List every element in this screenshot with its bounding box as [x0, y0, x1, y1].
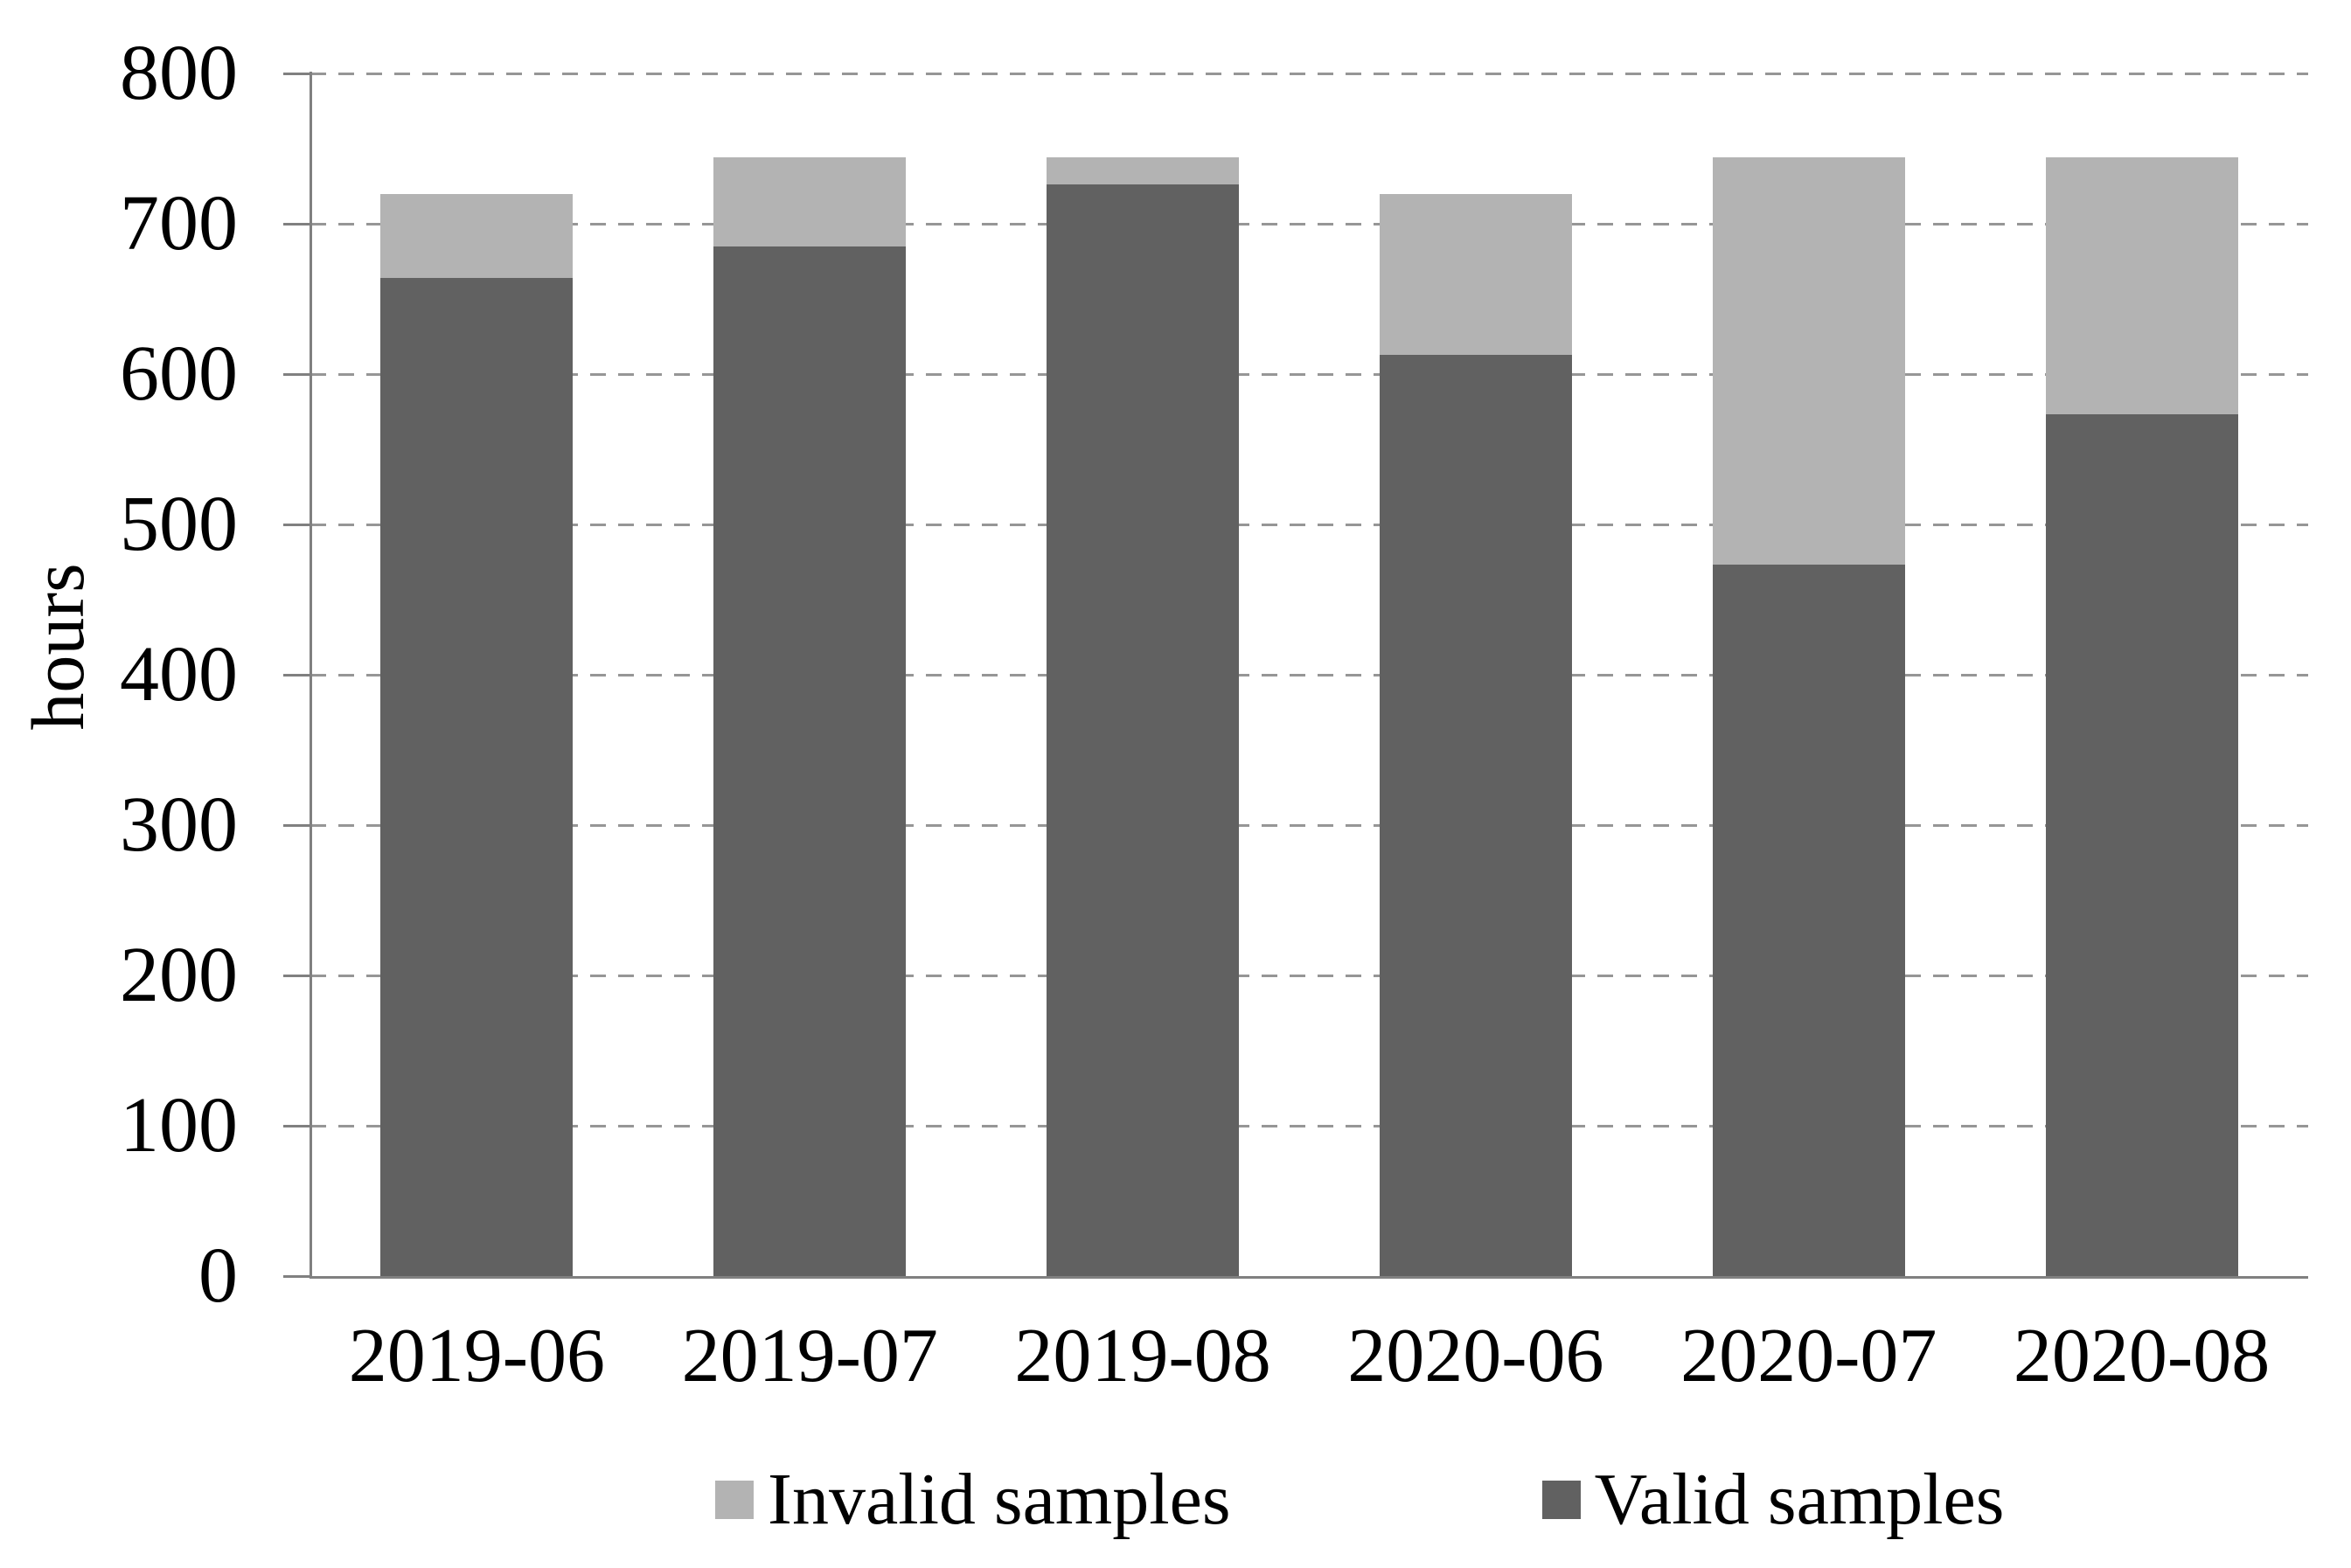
legend: Invalid samples Valid samples	[715, 1458, 2005, 1542]
x-tick-label-2020-07: 2020-07	[1680, 1314, 1937, 1398]
bar-segment-valid-samples-2020-08	[2045, 414, 2238, 1276]
gridline-600	[310, 372, 2308, 376]
y-axis-tick-700	[283, 222, 310, 225]
gridline-200	[310, 974, 2308, 977]
bar-segment-invalid-samples-2019-06	[380, 193, 574, 278]
gridline-800	[310, 72, 2308, 75]
y-tick-label-100: 100	[120, 1082, 238, 1169]
bar-segment-valid-samples-2019-07	[713, 246, 907, 1276]
legend-label: Invalid samples	[768, 1459, 1231, 1540]
bar-segment-valid-samples-2020-07	[1712, 565, 1905, 1276]
y-tick-label-400: 400	[120, 631, 238, 718]
bar-segment-valid-samples-2019-06	[380, 277, 574, 1276]
y-axis-tick-400	[283, 673, 310, 676]
bar-segment-invalid-samples-2020-07	[1712, 157, 1905, 565]
x-tick-label-2019-08: 2019-08	[1014, 1314, 1271, 1398]
legend-label: Valid samples	[1594, 1459, 2005, 1540]
legend-item-valid-samples: Valid samples	[1541, 1458, 2005, 1542]
bar-segment-valid-samples-2020-06	[1379, 354, 1572, 1276]
legend-swatch-icon	[715, 1481, 754, 1519]
bar-segment-invalid-samples-2019-08	[1047, 157, 1240, 185]
x-tick-label-2020-08: 2020-08	[2013, 1314, 2271, 1398]
legend-item-invalid-samples: Invalid samples	[715, 1458, 1231, 1542]
legend-swatch-icon	[1541, 1481, 1581, 1519]
y-axis-line	[310, 72, 312, 1279]
y-axis-tick-800	[283, 72, 310, 75]
x-tick-label-2019-06: 2019-06	[348, 1314, 606, 1398]
bar-segment-invalid-samples-2019-07	[713, 157, 907, 246]
y-tick-label-600: 600	[120, 330, 238, 417]
bar-segment-invalid-samples-2020-08	[2045, 157, 2238, 415]
gridline-700	[310, 222, 2308, 225]
x-tick-label-2019-07: 2019-07	[681, 1314, 938, 1398]
y-axis-tick-100	[283, 1124, 310, 1127]
y-axis-tick-0	[283, 1274, 310, 1278]
gridline-300	[310, 823, 2308, 827]
y-tick-label-0: 0	[198, 1232, 238, 1319]
y-axis-tick-500	[283, 523, 310, 526]
bar-segment-invalid-samples-2020-06	[1379, 193, 1572, 355]
y-axis-tick-300	[283, 823, 310, 827]
gridline-100	[310, 1124, 2308, 1127]
x-tick-label-2020-06: 2020-06	[1347, 1314, 1604, 1398]
y-tick-label-200: 200	[120, 932, 238, 1018]
x-axis-line	[310, 1276, 2308, 1279]
gridline-400	[310, 673, 2308, 676]
y-tick-label-500: 500	[120, 481, 238, 567]
y-tick-label-800: 800	[120, 30, 238, 116]
y-axis-tick-200	[283, 974, 310, 977]
y-tick-label-700: 700	[120, 180, 238, 267]
bar-segment-valid-samples-2019-08	[1047, 184, 1240, 1276]
gridline-500	[310, 523, 2308, 526]
y-axis-tick-600	[283, 372, 310, 376]
y-tick-label-300: 300	[120, 781, 238, 868]
